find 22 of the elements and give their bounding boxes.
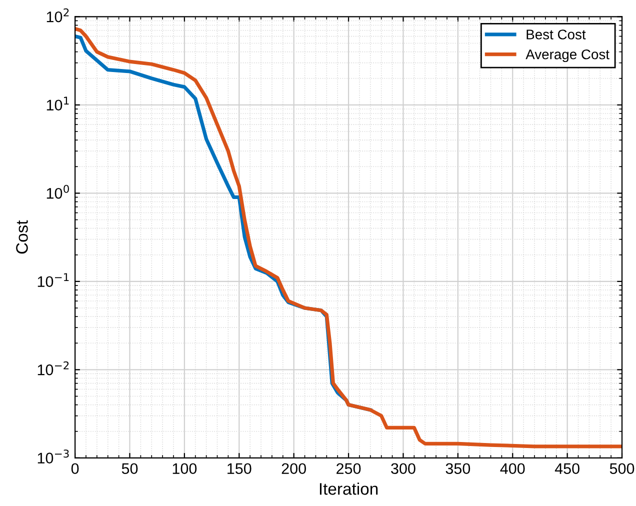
x-tick-label: 0 [71,463,79,474]
y-tick-label: 10$^{1}$ [46,96,69,111]
x-tick-label: 400 [500,463,525,474]
x-tick-label: 450 [554,463,580,474]
y-tick-label: 10$^{−1}$ [38,273,69,288]
legend-label: Best Cost [526,30,586,40]
x-tick-label: 50 [122,463,138,474]
x-tick-label: 150 [228,463,252,474]
x-axis-title: Iteration [320,482,378,495]
line-series [75,26,622,448]
legend-label: Average Cost [526,49,610,62]
x-tick-label: 200 [282,463,306,474]
x-tick-label: 300 [391,463,416,474]
y-axis-title: Cost [16,220,28,254]
x-tick-label: 250 [336,463,361,474]
y-tick-label: 10$^{0}$ [46,184,69,199]
y-tick-label: 10$^{2}$ [46,8,69,22]
x-tick-label: 350 [446,463,470,474]
x-tick-label: 500 [610,463,634,474]
y-tick-label: 10$^{−2}$ [38,361,69,376]
y-tick-label: 10$^{−3}$ [38,450,69,464]
x-tick-label: 100 [172,463,197,474]
